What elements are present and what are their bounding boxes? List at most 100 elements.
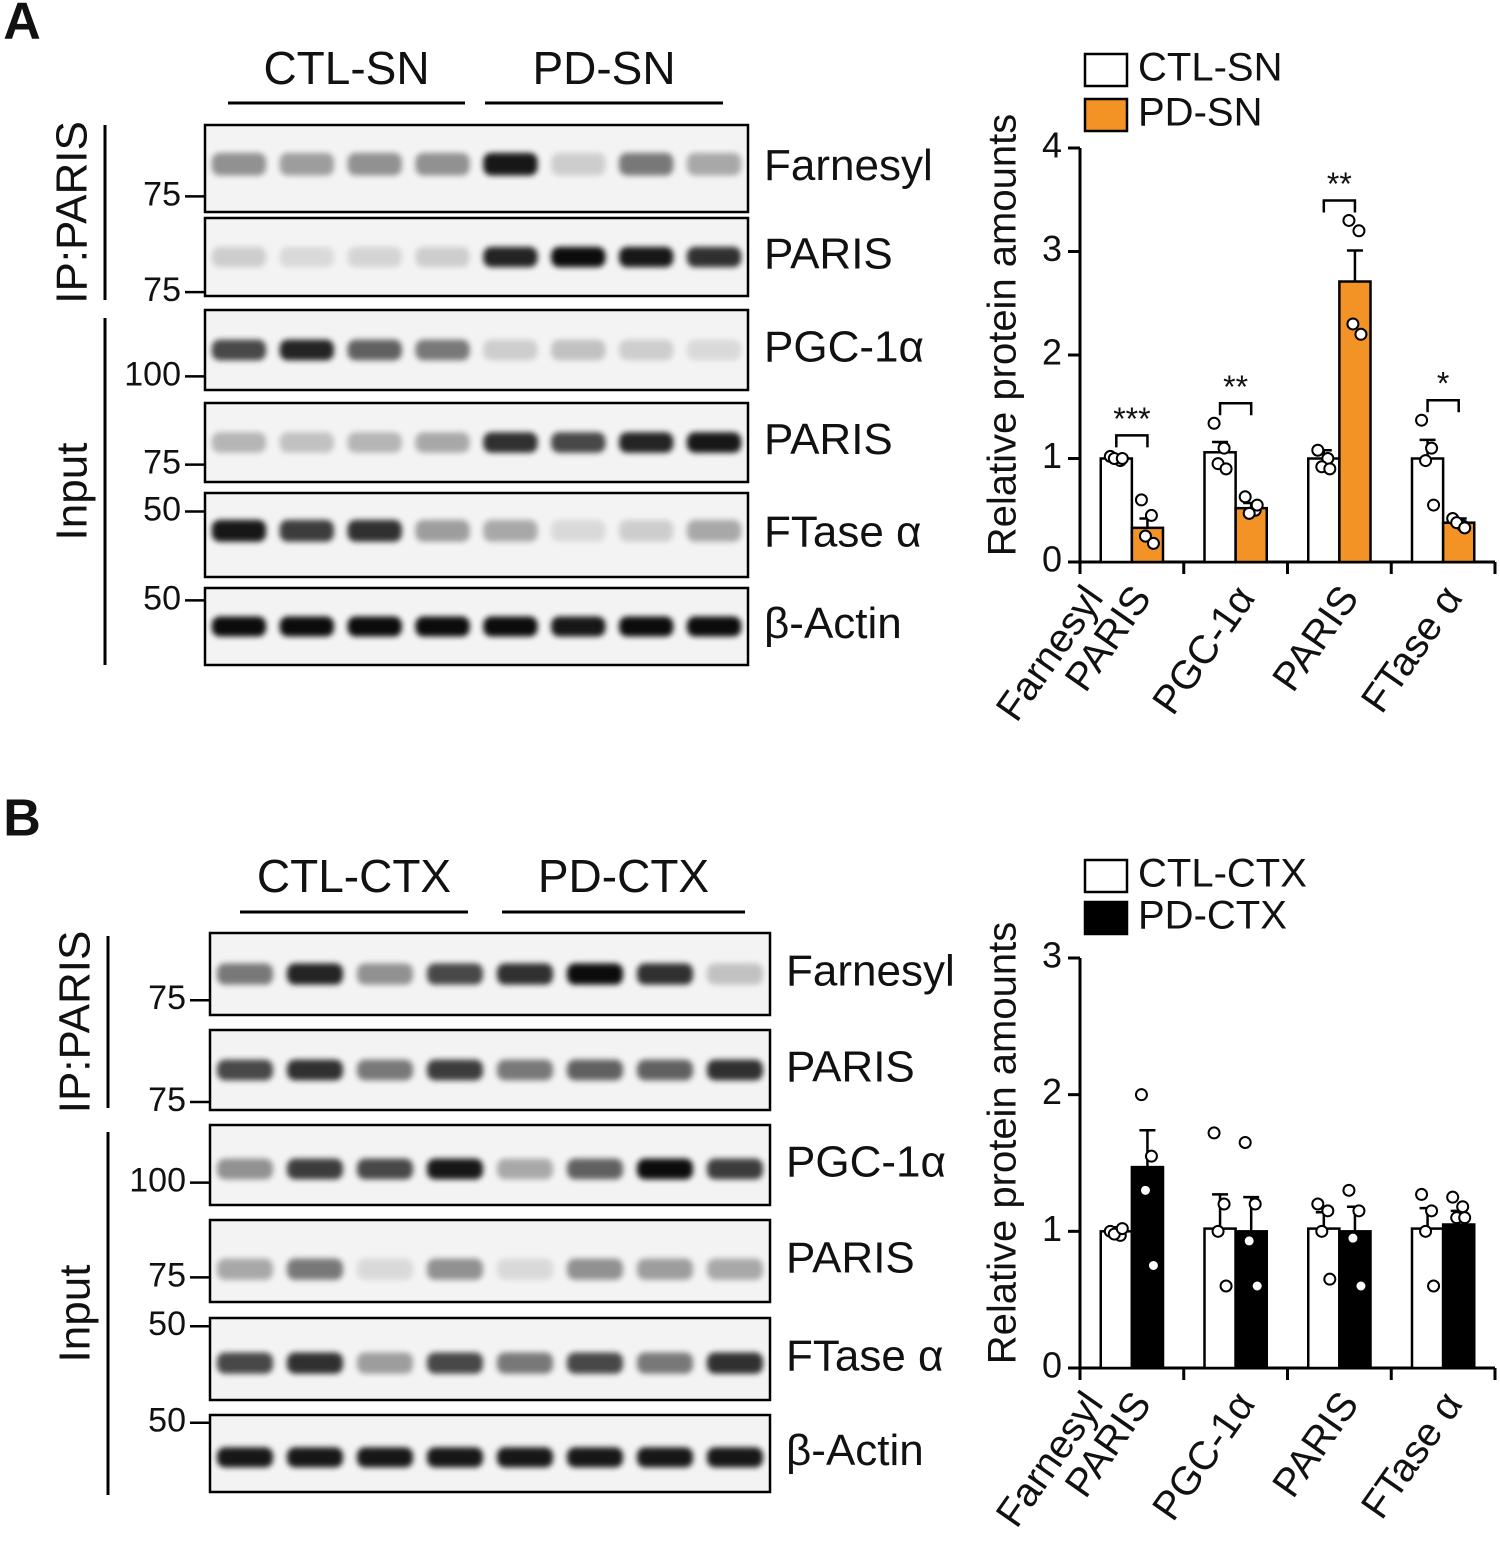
blot-band [427, 1447, 483, 1468]
data-point [1425, 441, 1439, 455]
blot-band [483, 432, 538, 453]
group-label: PD-CTX [538, 850, 709, 902]
section-label: Input [51, 1265, 100, 1363]
mw-marker: 50 [143, 490, 181, 528]
blot-band [551, 432, 606, 453]
blot-band [347, 339, 402, 361]
blot-band [211, 432, 267, 453]
blot-band [551, 519, 606, 542]
blot-band [567, 963, 623, 985]
data-point [1250, 498, 1264, 512]
blot-band [357, 963, 413, 985]
data-point [1115, 452, 1129, 465]
data-point [1134, 493, 1148, 507]
group-label: CTL-SN [263, 42, 429, 94]
bar [1099, 1230, 1134, 1370]
legend-label: CTL-CTX [1138, 852, 1307, 896]
mw-marker: 50 [143, 579, 181, 617]
data-point [1238, 1136, 1252, 1149]
blot-band [619, 616, 674, 637]
blot-band [347, 432, 402, 453]
y-tick-label: 3 [1042, 228, 1062, 269]
legend-label: PD-CTX [1138, 894, 1287, 938]
bar [1307, 457, 1341, 564]
data-point [1321, 1204, 1335, 1218]
data-point [1352, 1204, 1366, 1218]
group-label: CTL-CTX [257, 850, 451, 902]
section-label: IP:PARIS [48, 121, 97, 304]
blot-band [551, 246, 606, 268]
blot-band [686, 246, 742, 268]
data-point [1144, 508, 1158, 522]
blot-band [707, 1059, 763, 1081]
data-point [1315, 1224, 1329, 1238]
blot-band [279, 152, 334, 176]
data-point [1211, 1224, 1225, 1238]
y-tick-label: 0 [1042, 539, 1062, 580]
mw-marker: 50 [148, 1305, 186, 1343]
data-point [1134, 1088, 1148, 1102]
blot-band [217, 1158, 273, 1180]
blot-band [287, 1059, 343, 1081]
blot-band [707, 963, 763, 985]
row-label: PARIS [786, 1043, 915, 1092]
y-tick-label: 2 [1042, 332, 1062, 373]
mw-marker: 75 [148, 1256, 186, 1294]
mw-marker: 100 [124, 355, 181, 393]
bar [1234, 1230, 1268, 1370]
data-point [1342, 213, 1356, 227]
section-label: Input [48, 443, 97, 541]
blot-band [279, 519, 334, 542]
data-point [1311, 1197, 1325, 1211]
mw-marker: 75 [143, 271, 181, 309]
bar [1203, 1227, 1237, 1370]
data-point [1419, 454, 1433, 468]
y-tick-label: 4 [1042, 125, 1062, 166]
x-tick-label: PGC-1α [1144, 578, 1263, 722]
blot-band [637, 1352, 693, 1374]
legend-swatch [1083, 97, 1129, 133]
blot-band [483, 152, 538, 176]
blot-band [287, 1352, 343, 1374]
blot-band [427, 1158, 483, 1180]
data-point [1238, 490, 1252, 504]
row-label: FTase α [764, 508, 921, 557]
data-point [1219, 462, 1233, 476]
blot-band [686, 432, 742, 453]
data-point [1146, 536, 1160, 550]
panel-label: A [3, 0, 41, 51]
legend-label: CTL-SN [1138, 46, 1282, 90]
blot-band [415, 246, 470, 268]
data-point [1419, 1224, 1433, 1238]
error-bar [1346, 249, 1363, 282]
blot-band [637, 1158, 693, 1180]
row-label: Farnesyl [764, 141, 933, 190]
blot-band [619, 432, 674, 453]
blot-band [211, 616, 267, 637]
blot-band [619, 339, 674, 361]
blot-band [427, 1258, 483, 1280]
blot-band [357, 1258, 413, 1280]
blot-band [497, 1158, 553, 1180]
mw-marker: 75 [148, 1081, 186, 1119]
blot-band [707, 1352, 763, 1374]
data-point [1346, 1231, 1360, 1245]
row-label: PGC-1α [764, 323, 924, 372]
significance-bracket [1115, 434, 1149, 448]
mw-marker: 75 [148, 979, 186, 1017]
blot-band [497, 1447, 553, 1468]
bar [1410, 457, 1445, 564]
blot-band [287, 1447, 343, 1468]
data-point [1250, 1279, 1264, 1293]
blot-band [497, 1352, 553, 1374]
row-label: Farnesyl [786, 947, 955, 996]
blot-band [427, 1352, 483, 1374]
y-axis-title: Relative protein amounts [981, 114, 1025, 556]
data-point [1415, 413, 1429, 427]
blot-band [686, 616, 742, 637]
data-point [1217, 1197, 1231, 1211]
blot-band [279, 432, 334, 453]
blot-band [483, 519, 538, 542]
blot-band [357, 1158, 413, 1180]
